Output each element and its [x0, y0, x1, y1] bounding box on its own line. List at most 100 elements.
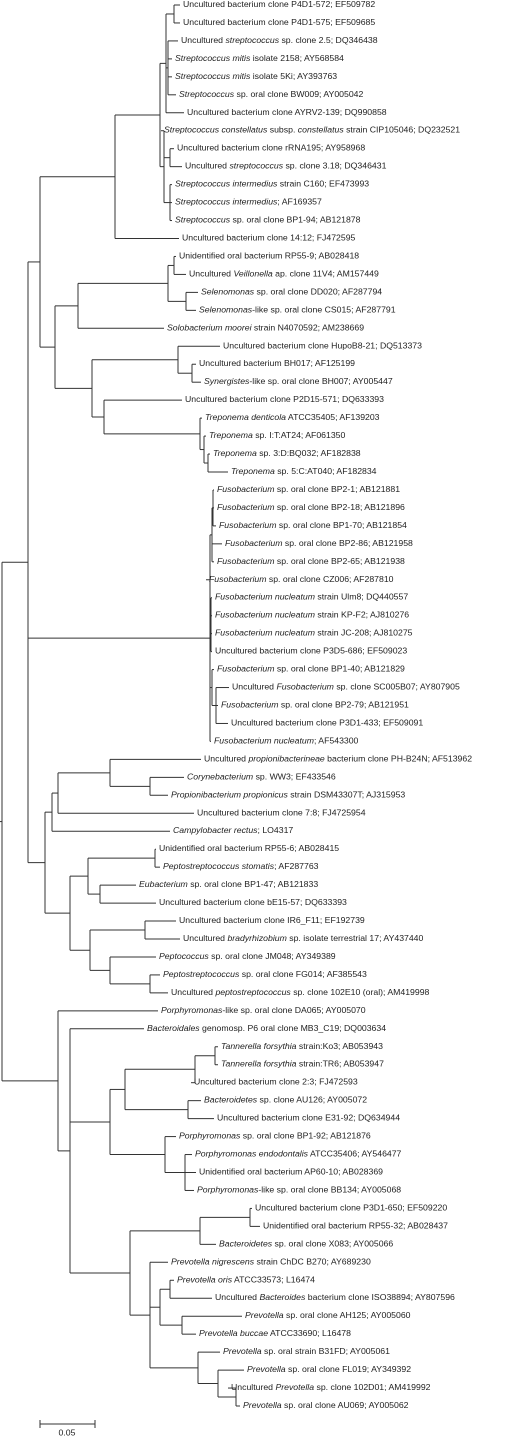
leaf-label: Uncultured bacterium clone AYRV2-139; DQ… [187, 107, 387, 117]
taxon-name: Fusobacterium [276, 682, 333, 692]
label-text: strain C160; EF473993 [277, 179, 369, 189]
leaf-label: Uncultured bacterium clone P3D5-686; EF5… [215, 646, 407, 656]
taxon-name: Synergistes [204, 376, 250, 386]
label-text: isolate 5Ki; AY393763 [250, 71, 337, 81]
taxon-name: Tannerella forsythia [221, 1059, 297, 1069]
leaf-label: Eubacterium sp. oral clone BP1-47; AB121… [139, 879, 318, 889]
leaf-label: Streptococcus constellatus subsp. conste… [164, 125, 460, 135]
label-text: sp. oral clone BP2-65; AB121938 [274, 556, 405, 566]
label-text: Uncultured [171, 987, 215, 997]
leaf-label: Streptococcus intermedius strain C160; E… [175, 179, 369, 189]
label-text: sp. 5:C:AT040; AF182834 [275, 466, 377, 476]
taxon-name: Fusobacterium nucleatum [215, 610, 315, 620]
taxon-name: Bacteroidetes [219, 1239, 273, 1249]
label-text: sp. oral strain B31FD; AY005061 [262, 1346, 390, 1356]
leaf-label: Bacteroidetes sp. clone AU126; AY005072 [204, 1095, 367, 1105]
taxon-name: Streptococcus mitis [175, 53, 251, 63]
taxon-name: Solobacterium moorei [167, 323, 253, 333]
label-text: ATCC35405; AF139203 [286, 412, 380, 422]
leaf-label: Synergistes-like sp. oral clone BH007; A… [204, 376, 393, 386]
leaf-label: Prevotella sp. oral clone FL019; AY34939… [247, 1364, 411, 1374]
taxon-name: Veillonella [233, 269, 272, 279]
label-text: ; AF543300 [314, 736, 359, 746]
label-text: sp. clone SC005B07; AY807905 [334, 682, 460, 692]
label-text: sp. oral clone X083; AY005066 [272, 1239, 393, 1249]
leaf-label: Streptococcus mitis isolate 2158; AY5685… [175, 53, 344, 63]
leaf-label: Uncultured bacterium clone IR6_F11; EF19… [179, 915, 365, 925]
taxon-name: Treponema [231, 466, 275, 476]
leaf-label: Fusobacterium nucleatum; AF543300 [214, 736, 359, 746]
leaf-label: Fusobacterium nucleatum strain KP-F2; AJ… [215, 610, 409, 620]
leaf-label: Campylobacter rectus; LO4317 [173, 826, 293, 836]
scale-bar-label: 0.05 [59, 1427, 76, 1437]
label-text: ATCC33690; L16478 [268, 1328, 351, 1338]
label-text: Uncultured [204, 754, 248, 764]
label-text: Uncultured bacterium clone P3D1-433; EF5… [231, 718, 423, 728]
leaf-label: Unidentified oral bacterium RP55-32; AB0… [263, 1221, 448, 1231]
taxon-name: Fusobacterium nucleatum [214, 736, 314, 746]
leaf-label: Propionibacterium propionicus strain DSM… [171, 790, 405, 800]
leaf-label: Uncultured bacterium clone E31-92; DQ634… [217, 1113, 400, 1123]
taxon-name: Streptococcus mitis [175, 71, 251, 81]
label-text: sp. oral clone BP2-79; AB121951 [278, 700, 409, 710]
leaf-label: Uncultured bacterium clone P4D1-575; EF5… [183, 17, 375, 27]
leaf-label: Uncultured bacterium BH017; AF125199 [199, 359, 355, 369]
label-text: Uncultured [231, 1382, 275, 1392]
taxon-name: Fusobacterium [209, 574, 266, 584]
label-text: ; LO4317 [258, 826, 294, 836]
leaf-label: Bacteroidales genomosp. P6 oral clone MB… [147, 1023, 386, 1033]
label-text: sp. oral clone BP1-40; AB121829 [274, 664, 405, 674]
taxon-name: Treponema [209, 430, 253, 440]
leaf-label: Solobacterium moorei strain N4070592; AM… [167, 323, 364, 333]
leaf-label: Fusobacterium sp. oral clone BP1-70; AB1… [219, 520, 407, 530]
label-text: sp. WW3; EF433546 [253, 772, 336, 782]
taxon-name: streptococcus [225, 35, 279, 45]
taxon-name: Fusobacterium [219, 520, 276, 530]
leaf-label: Streptococcus mitis isolate 5Ki; AY39376… [175, 71, 337, 81]
label-text: genomosp. P6 oral clone MB3_C19; DQ00363… [200, 1023, 387, 1033]
taxon-name: Prevotella [247, 1364, 286, 1374]
leaf-label: Selenomonas sp. oral clone DD020; AF2877… [201, 287, 382, 297]
taxon-name: Porphyromonas endodontalis [195, 1149, 309, 1159]
taxon-name: Treponema [213, 448, 257, 458]
leaf-label: Fusobacterium sp. oral clone BP2-86; AB1… [225, 538, 413, 548]
leaf-label: Unidentified oral bacterium RP55-9; AB02… [179, 251, 359, 261]
label-text: Uncultured bacterium clone P3D5-686; EF5… [215, 646, 407, 656]
leaf-label: Uncultured streptococcus sp. clone 3.18;… [185, 161, 387, 171]
label-text: Uncultured bacterium clone rRNA195; AY95… [177, 143, 365, 153]
leaf-label: Prevotella oris ATCC33573; L16474 [177, 1275, 315, 1285]
taxon-name: Propionibacterium propionicus [171, 790, 289, 800]
taxon-name: Prevotella [275, 1382, 314, 1392]
taxon-name: Selenomonas [199, 305, 253, 315]
label-text: sp. oral clone BP1-70; AB121854 [276, 520, 407, 530]
label-text: Uncultured bacterium clone 2:3; FJ472593 [194, 1077, 358, 1087]
taxon-name: Corynebacterium [187, 772, 253, 782]
taxon-name: propionibacterineae [247, 754, 324, 764]
taxon-name: Bacteroides [259, 1293, 306, 1303]
leaf-label: Fusobacterium nucleatum strain Ulm8; DQ4… [215, 592, 408, 602]
label-text: Uncultured [185, 161, 229, 171]
label-text: Uncultured bacterium clone P4D1-572; EF5… [183, 0, 375, 9]
label-text: sp. oral clone BP1-92; AB121876 [240, 1131, 371, 1141]
taxon-name: Porphyromonas [161, 1005, 223, 1015]
leaf-label: Uncultured bacterium clone HupoB8-21; DQ… [223, 341, 422, 351]
label-text: Uncultured bacterium clone P4D1-575; EF5… [183, 17, 375, 27]
taxon-name: Porphyromonas [179, 1131, 241, 1141]
label-text: ; AF287763 [274, 861, 319, 871]
taxon-name: Fusobacterium nucleatum [215, 592, 315, 602]
label-text: Uncultured bacterium clone E31-92; DQ634… [217, 1113, 400, 1123]
leaf-label: Porphyromonas sp. oral clone BP1-92; AB1… [179, 1131, 371, 1141]
leaf-label: Uncultured Bacteroides bacterium clone I… [215, 1293, 455, 1303]
label-text: -like sp. oral clone BH007; AY005447 [249, 376, 392, 386]
label-text: sp. oral clone BP2-18; AB121896 [274, 502, 405, 512]
taxon-name: Fusobacterium nucleatum [215, 628, 315, 638]
taxon-name: Streptococcus [179, 89, 235, 99]
leaf-label: Uncultured bacterium clone P3D1-433; EF5… [231, 718, 423, 728]
leaf-label: Unidentified oral bacterium RP55-6; AB02… [159, 843, 339, 853]
label-text: -like sp. oral clone DA065; AY005070 [222, 1005, 365, 1015]
label-text: sp. oral clone DD020; AF287794 [254, 287, 382, 297]
label-text: Uncultured [181, 35, 225, 45]
taxon-name: Prevotella oris [177, 1275, 233, 1285]
leaf-label: Uncultured Fusobacterium sp. clone SC005… [232, 682, 460, 692]
leaf-label: Treponema sp. 5:C:AT040; AF182834 [231, 466, 377, 476]
